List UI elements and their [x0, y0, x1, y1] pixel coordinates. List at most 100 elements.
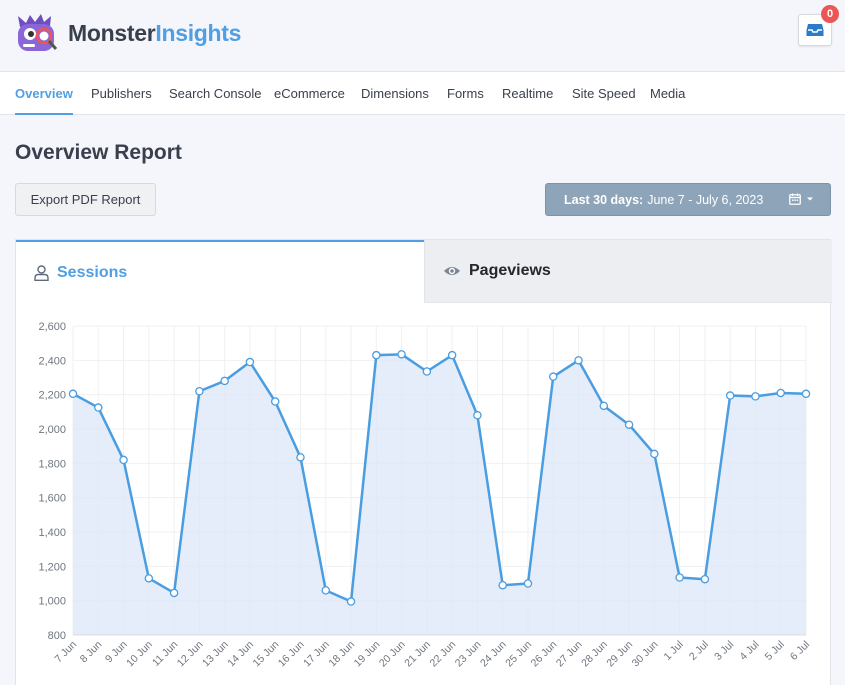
data-point	[574, 356, 583, 365]
sessions-area	[73, 354, 806, 635]
x-tick-label: 14 Jun	[225, 639, 256, 670]
date-range-picker[interactable]: Last 30 days: June 7 - July 6, 2023	[545, 183, 831, 216]
x-tick-label: 7 Jun	[52, 639, 79, 666]
x-tick-label: 25 Jun	[503, 639, 534, 670]
y-tick-label: 1,400	[38, 527, 66, 539]
x-tick-label: 24 Jun	[478, 639, 509, 670]
chevron-down-icon	[807, 197, 813, 201]
brand-name: MonsterInsights	[68, 20, 242, 46]
y-tick-label: 2,200	[38, 390, 66, 402]
x-tick-label: 18 Jun	[326, 639, 357, 670]
nav-tab-overview[interactable]: Overview	[15, 72, 73, 115]
x-tick-label: 19 Jun	[352, 639, 383, 670]
calendar-icon	[789, 193, 801, 205]
y-tick-label: 1,800	[38, 458, 66, 470]
user-icon	[34, 264, 49, 281]
tab-pageviews-label: Pageviews	[469, 262, 551, 279]
x-tick-label: 16 Jun	[276, 639, 307, 670]
data-point	[119, 455, 128, 465]
data-point	[675, 573, 684, 582]
app-header: MonsterInsights 0	[0, 0, 845, 72]
data-point	[624, 420, 634, 429]
calendar-dropdown	[789, 193, 814, 205]
monster-logo-icon	[18, 14, 58, 51]
y-tick-label: 2,400	[38, 355, 66, 367]
x-tick-label: 27 Jun	[554, 639, 585, 670]
data-point	[220, 376, 229, 386]
data-point	[195, 386, 204, 396]
y-tick-label: 800	[48, 630, 66, 642]
x-tick-label: 23 Jun	[453, 639, 484, 670]
tab-sessions-label: Sessions	[57, 263, 128, 281]
x-tick-label: 3 Jul	[712, 639, 736, 663]
data-point	[321, 586, 331, 595]
x-tick-label: 11 Jun	[150, 639, 180, 669]
data-point	[650, 449, 659, 459]
x-tick-label: 4 Jul	[737, 639, 761, 663]
x-tick-label: 1 Jul	[662, 639, 686, 663]
data-point	[94, 403, 103, 412]
x-tick-label: 17 Jun	[301, 639, 332, 670]
nav-tab-publishers[interactable]: Publishers	[91, 86, 152, 101]
data-point	[700, 574, 710, 584]
x-tick-label: 8 Jun	[78, 639, 105, 666]
nav-tab-search-console[interactable]: Search Console	[169, 86, 262, 101]
data-point	[473, 411, 482, 420]
y-tick-label: 1,200	[38, 561, 66, 573]
data-point	[523, 579, 533, 588]
data-point	[548, 372, 558, 381]
x-tick-label: 29 Jun	[604, 639, 635, 670]
data-point	[725, 391, 735, 400]
data-point	[270, 397, 280, 406]
report-nav: Overview Publishers Search Console eComm…	[0, 72, 845, 115]
data-point	[245, 357, 255, 367]
tab-sessions[interactable]: Sessions	[16, 240, 424, 303]
nav-tab-media[interactable]: Media	[650, 86, 686, 101]
notification-count-badge: 0	[821, 5, 839, 23]
y-tick-label: 2,600	[38, 321, 66, 333]
nav-tab-dimensions[interactable]: Dimensions	[361, 86, 429, 101]
x-tick-label: 26 Jun	[529, 639, 560, 670]
nav-tab-realtime[interactable]: Realtime	[502, 86, 554, 101]
data-point	[346, 597, 356, 606]
data-point	[169, 588, 179, 598]
y-tick-label: 1,000	[38, 596, 66, 608]
data-point	[296, 453, 305, 462]
x-tick-label: 2 Jul	[687, 639, 711, 663]
data-point	[599, 401, 609, 411]
y-tick-label: 1,600	[38, 493, 66, 505]
x-tick-label: 12 Jun	[175, 639, 206, 670]
y-tick-label: 2,000	[38, 424, 66, 436]
data-point	[801, 389, 811, 399]
data-point	[144, 574, 154, 583]
eye-icon	[444, 267, 460, 275]
data-point	[397, 350, 406, 359]
data-point	[498, 580, 507, 590]
x-tick-label: 13 Jun	[200, 639, 231, 670]
data-point	[751, 392, 760, 401]
x-tick-label: 21 Jun	[402, 639, 433, 670]
x-tick-label: 6 Jul	[788, 639, 812, 663]
x-tick-label: 5 Jul	[763, 639, 787, 663]
page-title: Overview Report	[15, 141, 182, 164]
data-point	[776, 388, 785, 398]
date-range-value: June 7 - July 6, 2023	[647, 192, 764, 207]
nav-tab-forms[interactable]: Forms	[447, 86, 484, 101]
x-tick-label: 22 Jun	[427, 639, 458, 670]
x-tick-label: 30 Jun	[630, 639, 661, 670]
x-tick-label: 28 Jun	[579, 639, 610, 670]
nav-tab-ecommerce[interactable]: eCommerce	[274, 86, 345, 101]
data-point	[372, 350, 381, 360]
export-pdf-button[interactable]: Export PDF Report	[15, 183, 156, 216]
inbox-icon	[806, 24, 824, 36]
date-range-label: Last 30 days:	[564, 192, 644, 207]
data-point	[447, 350, 457, 360]
x-tick-label: 20 Jun	[377, 639, 408, 670]
data-point	[422, 367, 432, 376]
x-tick-label: 15 Jun	[251, 639, 282, 670]
x-tick-label: 10 Jun	[124, 639, 155, 670]
nav-tab-site-speed[interactable]: Site Speed	[572, 86, 636, 101]
tab-pageviews[interactable]: Pageviews	[424, 240, 832, 303]
data-point	[68, 389, 78, 399]
